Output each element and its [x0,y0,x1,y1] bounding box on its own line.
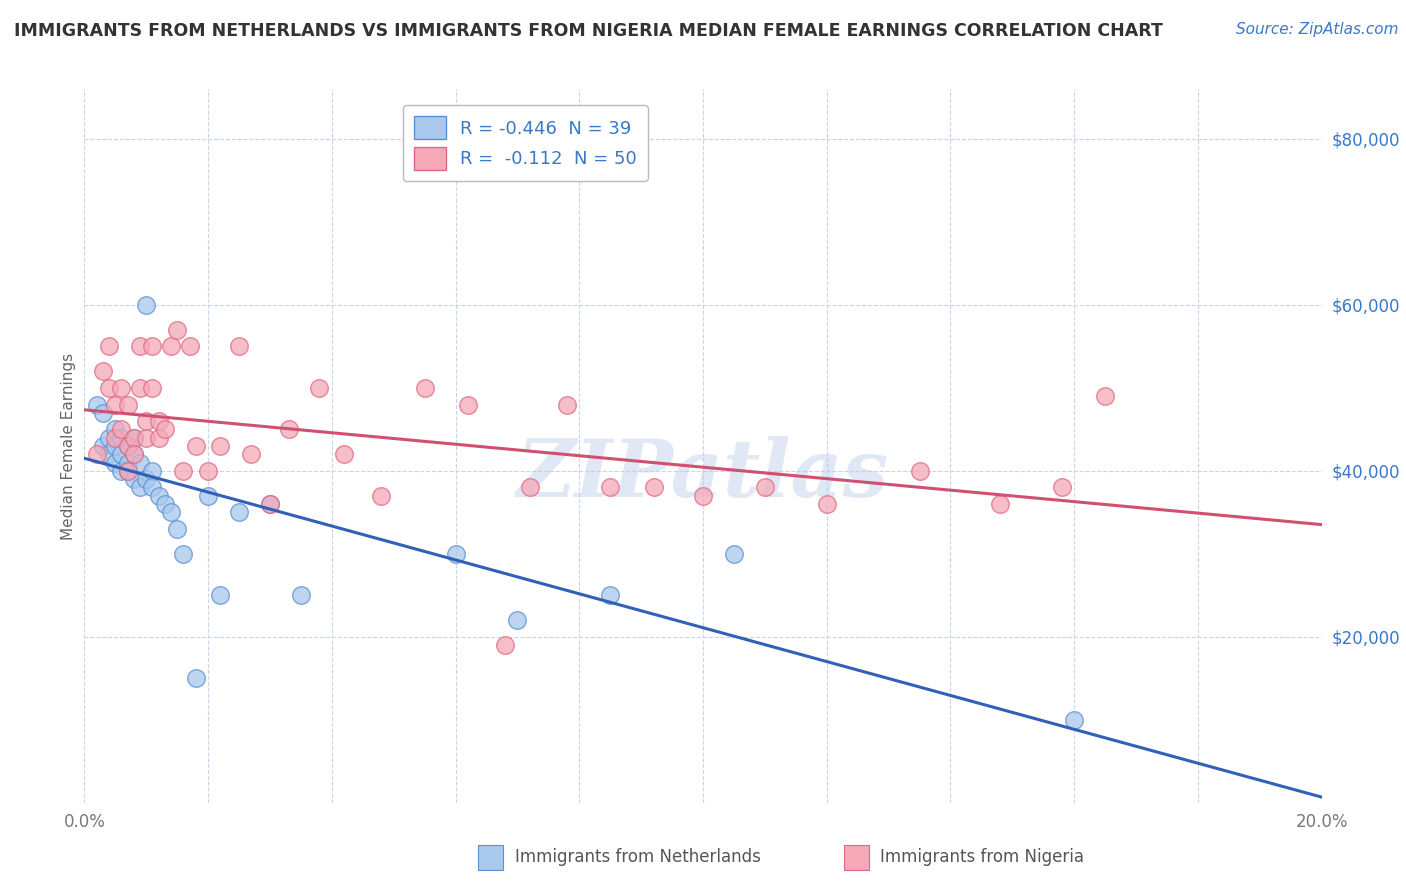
Point [153,422,176,436]
Point [135,431,157,445]
Point [117,464,139,478]
Point [988,497,1011,511]
Point [228,339,250,353]
Point [259,497,281,511]
Point [179,339,201,353]
Point [148,414,170,428]
Point [184,439,207,453]
Point [110,464,132,478]
Point [117,456,139,470]
Point [908,464,931,478]
Point [86,397,108,411]
Point [197,489,219,503]
Point [166,323,188,337]
Point [166,522,188,536]
Point [172,464,194,478]
Point [228,505,250,519]
Point [98,381,121,395]
Point [643,481,665,495]
Point [172,547,194,561]
Point [754,481,776,495]
Point [370,489,392,503]
Point [104,422,127,436]
Point [333,447,356,461]
Point [117,439,139,453]
Text: Immigrants from Nigeria: Immigrants from Nigeria [880,848,1084,866]
Point [519,481,541,495]
Legend: R = -0.446  N = 39, R =  -0.112  N = 50: R = -0.446 N = 39, R = -0.112 N = 50 [402,105,648,181]
Point [413,381,436,395]
Point [104,456,127,470]
Point [240,447,263,461]
Point [122,431,145,445]
Point [494,638,516,652]
Point [209,439,232,453]
Point [122,431,145,445]
Point [117,464,139,478]
Point [209,588,232,602]
Point [692,489,714,503]
Point [104,431,127,445]
Point [104,397,127,411]
Point [122,447,145,461]
Point [117,397,139,411]
Text: IMMIGRANTS FROM NETHERLANDS VS IMMIGRANTS FROM NIGERIA MEDIAN FEMALE EARNINGS CO: IMMIGRANTS FROM NETHERLANDS VS IMMIGRANT… [14,22,1163,40]
Point [110,381,132,395]
Text: Source: ZipAtlas.com: Source: ZipAtlas.com [1236,22,1399,37]
Point [110,431,132,445]
Point [308,381,330,395]
Point [160,505,183,519]
Y-axis label: Median Female Earnings: Median Female Earnings [60,352,76,540]
Point [1094,389,1116,403]
Point [129,339,152,353]
Point [117,439,139,453]
Point [91,364,114,378]
Point [148,489,170,503]
Point [104,439,127,453]
Point [135,298,157,312]
Point [91,406,114,420]
Point [1063,713,1085,727]
Point [457,397,479,411]
Point [506,613,529,627]
Point [129,481,152,495]
Point [135,414,157,428]
Point [723,547,745,561]
Point [135,472,157,486]
Point [110,422,132,436]
Text: Immigrants from Netherlands: Immigrants from Netherlands [515,848,761,866]
Point [197,464,219,478]
Point [815,497,838,511]
Point [98,447,121,461]
Point [141,339,163,353]
Point [122,447,145,461]
Point [1050,481,1073,495]
Point [129,381,152,395]
Point [444,547,467,561]
Point [290,588,312,602]
Point [277,422,299,436]
Point [110,447,132,461]
Point [599,588,621,602]
Point [98,431,121,445]
Point [141,481,163,495]
Point [153,497,176,511]
Point [98,339,121,353]
Point [599,481,621,495]
Point [86,447,108,461]
Point [141,381,163,395]
Point [122,472,145,486]
Point [148,431,170,445]
Point [141,464,163,478]
Point [259,497,281,511]
Point [555,397,578,411]
Point [91,439,114,453]
Text: ZIPatlas: ZIPatlas [517,436,889,513]
Point [129,456,152,470]
Point [160,339,183,353]
Point [184,671,207,685]
